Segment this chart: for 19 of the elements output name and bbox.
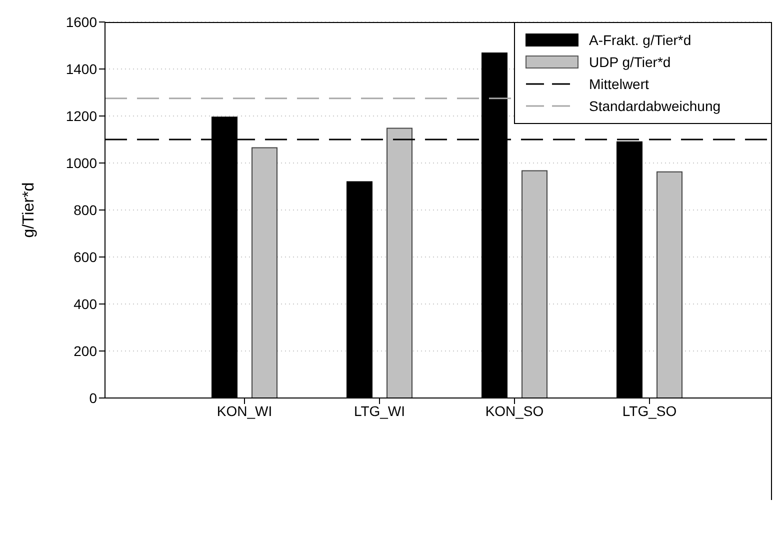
ref-line-label: Standardabweichung: [589, 98, 721, 114]
y-tick-label: 1600: [66, 14, 98, 30]
y-tick-label: 1000: [66, 154, 98, 171]
y-tick-label: 0: [89, 390, 98, 406]
legend-label: A-Frakt. g/Tier*d: [589, 32, 692, 48]
y-tick-label: 800: [74, 202, 98, 218]
legend-label: Mittelwert: [589, 76, 649, 92]
y-tick-label: 600: [74, 248, 98, 265]
x-tick-label: KON_SO: [485, 402, 544, 419]
x-tick-label: KON_WI: [216, 402, 272, 419]
legend-label: UDP g/Tier*d: [589, 54, 671, 70]
y-tick-label: 400: [74, 296, 98, 312]
bar: [656, 171, 682, 398]
x-tick-label: LTG_WI: [354, 402, 406, 419]
y-tick-label: 200: [74, 342, 98, 359]
y-tick-label: 1200: [66, 108, 98, 124]
y-tick-label: 1400: [66, 60, 98, 77]
x-tick-label: LTG_SO: [622, 402, 677, 419]
y-axis-title: g/Tier*d: [20, 182, 38, 238]
